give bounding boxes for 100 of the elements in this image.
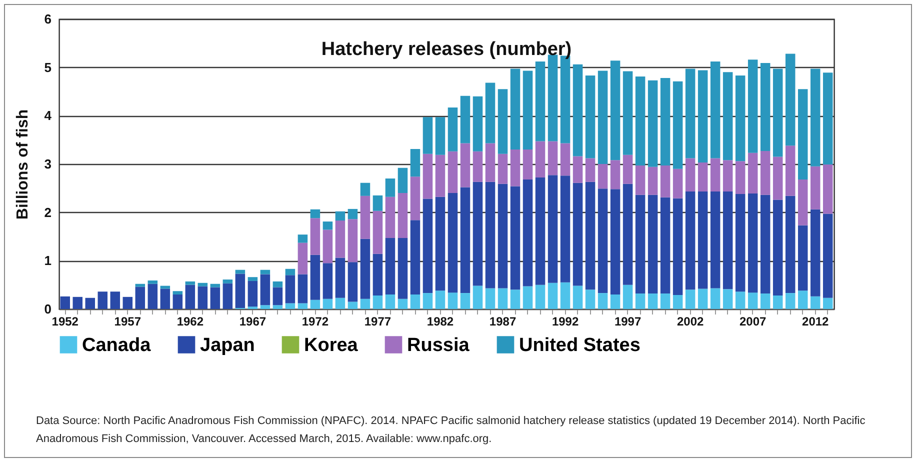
bar <box>760 150 770 195</box>
bar <box>535 141 546 178</box>
bar <box>272 281 283 288</box>
bar <box>498 288 508 309</box>
bar <box>710 192 720 288</box>
bar <box>298 242 308 274</box>
bar <box>585 158 596 182</box>
bar <box>348 219 358 262</box>
bar <box>760 194 770 294</box>
bar <box>72 296 83 309</box>
bar <box>810 296 820 309</box>
bar <box>660 294 670 309</box>
y-tick-label: 4 <box>44 108 52 124</box>
bar <box>348 262 358 302</box>
bar <box>348 208 358 220</box>
y-tick-label: 1 <box>44 253 52 268</box>
bar <box>198 282 208 286</box>
bar <box>460 187 470 294</box>
bar <box>310 218 320 255</box>
bar <box>298 303 308 309</box>
bar <box>298 234 308 243</box>
bar <box>135 286 146 309</box>
bar <box>735 292 746 309</box>
bar <box>160 288 170 309</box>
bar <box>810 68 820 166</box>
bar <box>510 186 520 290</box>
bar <box>510 290 520 309</box>
bar <box>410 149 420 177</box>
y-tick-label: 5 <box>44 60 52 75</box>
bar <box>635 294 646 309</box>
bar <box>422 293 433 309</box>
bar <box>85 298 96 309</box>
bar <box>360 196 370 239</box>
bar <box>535 178 546 285</box>
bar <box>672 294 683 309</box>
bar <box>635 194 646 294</box>
bar <box>285 275 296 304</box>
bar <box>560 282 570 309</box>
bar <box>185 284 196 309</box>
bar <box>172 291 183 294</box>
bar <box>560 143 570 176</box>
bar <box>785 54 796 146</box>
bar <box>660 165 670 198</box>
x-tick-label: 1957 <box>114 314 142 328</box>
bar <box>522 179 533 286</box>
bar <box>685 290 696 309</box>
bar <box>798 179 808 226</box>
x-tick-label: 2007 <box>739 314 767 328</box>
bar <box>360 298 370 309</box>
bar <box>335 258 346 298</box>
bar <box>585 290 596 309</box>
bar <box>760 62 770 151</box>
bar <box>248 277 258 281</box>
bar <box>185 281 196 285</box>
bar <box>448 151 458 193</box>
bar <box>585 76 596 158</box>
bar <box>735 161 746 194</box>
bar <box>822 214 833 298</box>
bar <box>435 290 446 309</box>
x-tick-label: 1997 <box>614 314 642 328</box>
bar <box>448 193 458 293</box>
bar <box>648 194 658 294</box>
bar <box>398 168 408 193</box>
bar <box>748 60 758 153</box>
bar <box>785 196 796 294</box>
bar <box>422 154 433 199</box>
bar <box>248 280 258 307</box>
bar <box>472 182 483 286</box>
bar <box>485 182 496 288</box>
bar <box>135 284 146 287</box>
bar <box>335 211 346 221</box>
bar <box>672 81 683 169</box>
bar <box>760 294 770 309</box>
bar <box>698 288 708 309</box>
bar <box>110 292 120 309</box>
bar <box>322 263 333 299</box>
bar <box>272 305 283 309</box>
bar <box>572 156 583 183</box>
bar <box>785 293 796 309</box>
bar <box>710 288 720 309</box>
x-tick-label: 1982 <box>426 314 454 328</box>
bar <box>335 220 346 258</box>
bar <box>635 165 646 195</box>
bar <box>98 292 108 309</box>
bar <box>798 89 808 180</box>
bar <box>310 209 320 218</box>
bar <box>460 293 470 309</box>
y-tick-label: 0 <box>44 302 52 316</box>
bar <box>748 292 758 309</box>
bar <box>435 196 446 291</box>
x-tick-label: 1987 <box>489 314 516 328</box>
bar <box>485 143 496 182</box>
bar <box>298 274 308 304</box>
x-tick-label: 1967 <box>239 314 266 328</box>
bar <box>798 225 808 291</box>
bar <box>322 298 333 309</box>
bar <box>748 152 758 194</box>
bar <box>172 294 183 309</box>
bar <box>598 164 608 189</box>
bar <box>610 294 620 309</box>
